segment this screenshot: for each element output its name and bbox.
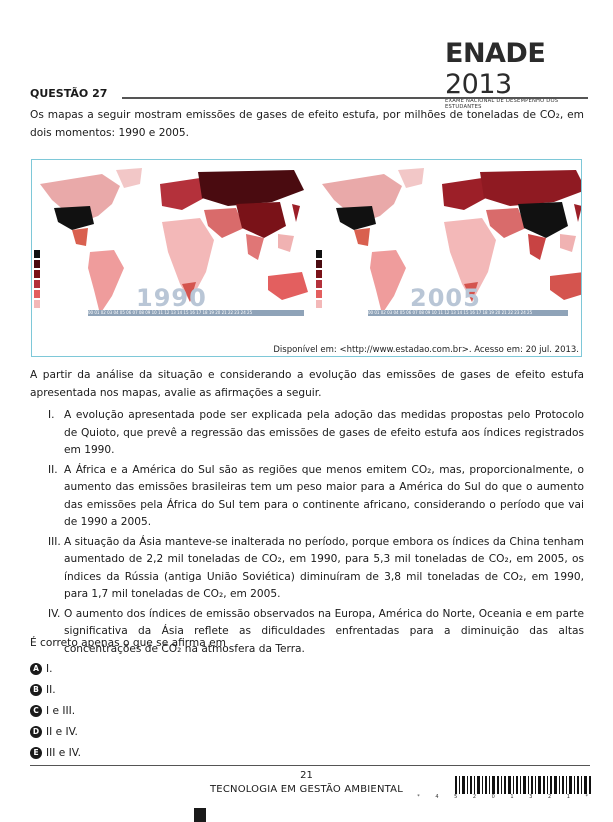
statement-text: A África e a América do Sul são as regiõ…	[64, 463, 584, 529]
statement-text: A evolução apresentada pode ser explicad…	[64, 409, 584, 456]
statement-number: IV.	[48, 607, 61, 620]
option-letter-badge: C	[30, 705, 42, 717]
statement-number: I.	[48, 409, 55, 421]
option-letter-badge: A	[30, 663, 42, 675]
year-label-2005: 2005	[410, 284, 481, 312]
option-a[interactable]: A I.	[30, 661, 53, 677]
enade-brand: ENADE 2013 EXAME NACIONAL DE DESEMPENHO …	[445, 38, 595, 110]
legend-1990	[34, 250, 40, 308]
statement-item: III. A situação da Ásia manteve-se inalt…	[30, 534, 584, 604]
option-b[interactable]: B II.	[30, 682, 56, 698]
option-c[interactable]: C I e III.	[30, 703, 75, 719]
statements-list: I. A evolução apresentada pode ser expli…	[30, 407, 584, 660]
statement-item: I. A evolução apresentada pode ser expli…	[30, 407, 584, 460]
world-maps-illustration	[34, 168, 581, 314]
page-number: 21	[300, 770, 313, 781]
course-name: TECNOLOGIA EM GESTÃO AMBIENTAL	[210, 784, 403, 795]
option-text: II e IV.	[46, 726, 78, 738]
option-text: I.	[46, 663, 53, 675]
enade-subtitle: EXAME NACIONAL DE DESEMPENHO DOS ESTUDAN…	[445, 98, 559, 110]
year-label-1990: 1990	[136, 284, 207, 312]
timeline-2005: 00 01 02 03 04 05 06 07 08 09 10 11 12 1…	[368, 310, 568, 316]
statement-item: IV. O aumento dos índices de emissão obs…	[30, 606, 584, 659]
statement-number: II.	[48, 463, 58, 476]
enade-logo: ENADE 2013	[445, 38, 546, 100]
option-text: I e III.	[46, 705, 76, 717]
analysis-text: A partir da análise da situação e consid…	[30, 369, 584, 399]
option-letter-badge: B	[30, 684, 42, 696]
question-divider	[122, 97, 588, 99]
emissions-maps-figure: 1990 2005 00 01 02 03 04 05 06 07 08 09 …	[31, 159, 582, 357]
barcode-digits: * 4 5 2 0 1 3 2 1 *	[417, 794, 595, 800]
option-d[interactable]: D II e IV.	[30, 724, 78, 740]
statement-text: O aumento dos índices de emissão observa…	[64, 607, 584, 655]
question-intro: Os mapas a seguir mostram emissões de ga…	[30, 109, 584, 139]
option-e[interactable]: E III e IV.	[30, 745, 81, 761]
footer-divider	[30, 765, 590, 766]
question-prompt: É correto apenas o que se afirma em	[30, 637, 226, 649]
registration-marker	[194, 808, 206, 822]
question-label: QUESTÃO 27	[30, 87, 108, 100]
legend-2005	[316, 250, 322, 308]
statement-number: III.	[48, 535, 61, 548]
statement-item: II. A África e a América do Sul são as r…	[30, 462, 584, 532]
option-text: III e IV.	[46, 747, 81, 759]
option-text: II.	[46, 684, 56, 696]
timeline-1990: 00 01 02 03 04 05 06 07 08 09 10 11 12 1…	[88, 310, 304, 316]
barcode	[455, 776, 591, 794]
maps-source: Disponível em: <http://www.estadao.com.b…	[273, 345, 579, 355]
option-letter-badge: D	[30, 726, 42, 738]
statement-text: A situação da Ásia manteve-se inalterada…	[64, 535, 584, 601]
option-letter-badge: E	[30, 747, 42, 759]
